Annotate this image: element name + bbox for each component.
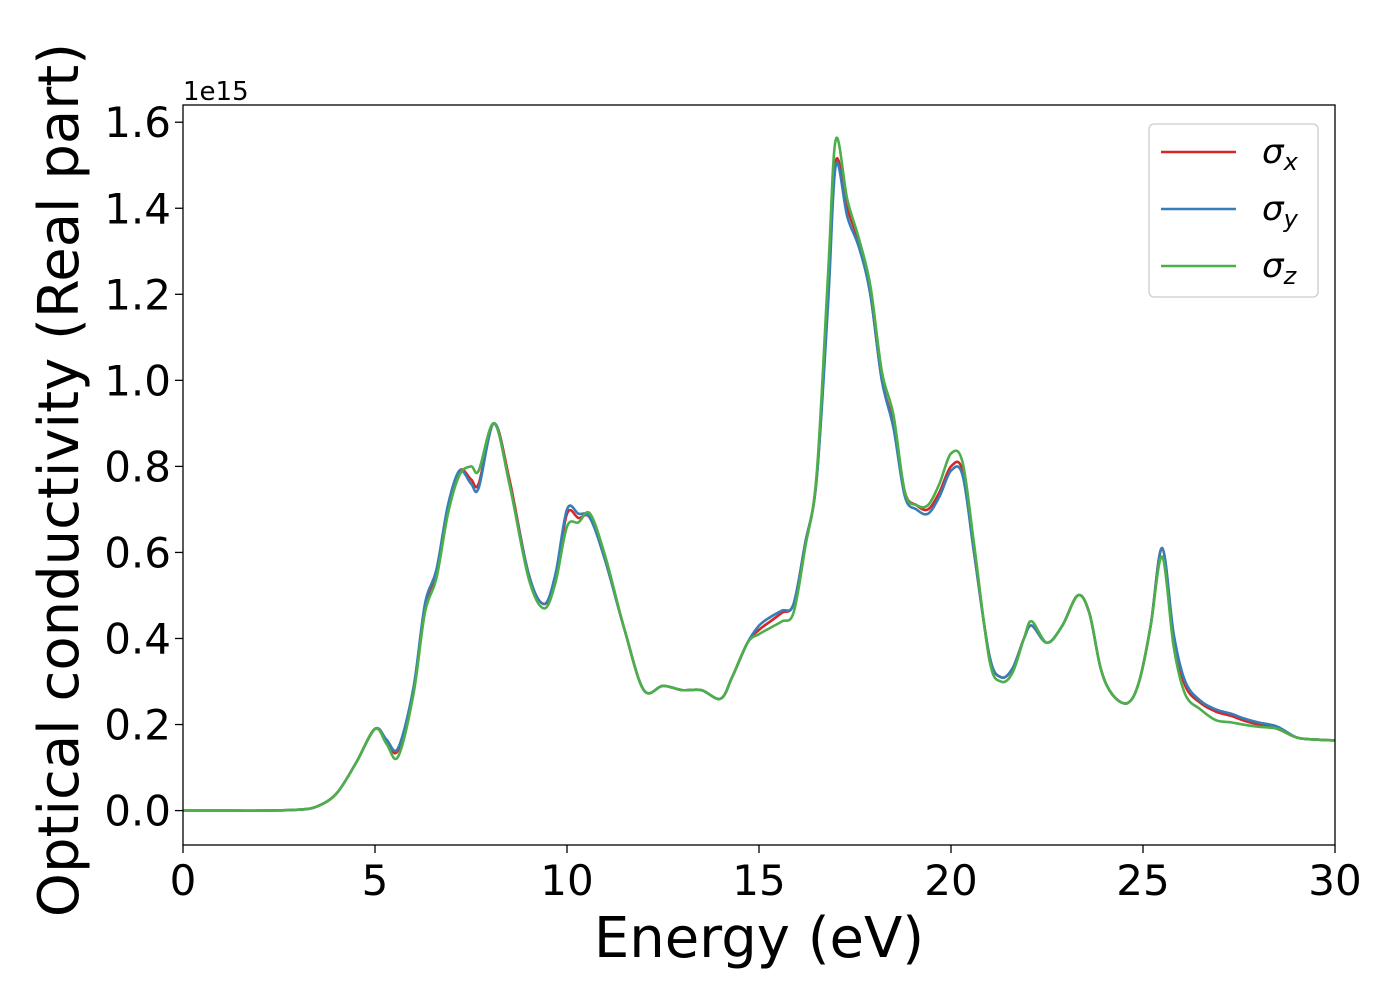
y-tick-label: 1.6 <box>104 98 171 147</box>
x-tick-label: 30 <box>1308 856 1361 905</box>
x-axis-ticks: 0 5 10 15 20 25 30 <box>170 845 1362 905</box>
series-line-z <box>183 136 1335 812</box>
x-tick-label: 0 <box>170 856 197 905</box>
y-axis-offset-label: 1e15 <box>183 77 249 107</box>
x-tick-label: 5 <box>362 856 389 905</box>
x-tick-label: 10 <box>540 856 593 905</box>
y-tick-label: 0.4 <box>104 614 171 663</box>
y-tick-label: 1.0 <box>104 356 171 405</box>
legend-box <box>1148 123 1319 298</box>
y-tick-label: 0.8 <box>104 442 171 491</box>
x-tick-label: 20 <box>924 856 977 905</box>
y-tick-label: 1.4 <box>104 184 171 233</box>
x-tick-label: 25 <box>1116 856 1169 905</box>
legend-entry-z: σz <box>1262 246 1298 290</box>
y-tick-label: 0.2 <box>104 701 171 750</box>
series-layer <box>183 136 1335 812</box>
y-tick-label: 0.6 <box>104 528 171 577</box>
y-axis-ticks: 0.0 0.2 0.4 0.6 0.8 1.0 1.2 1.4 1.6 <box>104 98 183 836</box>
legend-entry-x: σx <box>1262 132 1299 176</box>
x-axis-label: Energy (eV) <box>594 906 924 971</box>
y-axis-label: Optical conductivity (Real part) <box>27 43 92 917</box>
legend-entry-y: σy <box>1262 189 1299 233</box>
y-tick-label: 1.2 <box>104 270 171 319</box>
y-tick-label: 0.0 <box>104 787 171 836</box>
x-tick-label: 15 <box>732 856 785 905</box>
legend: σx σy σz <box>1148 123 1319 298</box>
